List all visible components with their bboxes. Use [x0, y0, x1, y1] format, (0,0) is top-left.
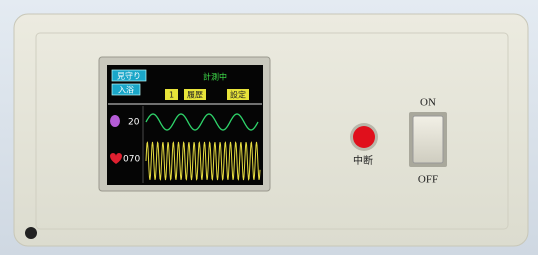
heart-rate-value: 070	[123, 155, 140, 165]
photo: 見守り 入浴 計測中 1 履歴 設定 20 070 中断 ON OFF	[0, 0, 538, 255]
lung-icon	[110, 115, 120, 127]
switch-on-label: ON	[420, 97, 436, 109]
device-case	[14, 14, 528, 246]
mode-button-label: 見守り	[117, 71, 141, 81]
tab-label: 設定	[230, 90, 246, 100]
switch-off-label: OFF	[418, 174, 438, 186]
power-switch[interactable]	[413, 116, 443, 163]
stop-button-label: 中断	[353, 154, 373, 167]
tab-label: 履歴	[187, 91, 203, 100]
stop-button[interactable]	[353, 126, 375, 148]
tab-label: 1	[169, 91, 174, 100]
respiration-value: 20	[128, 118, 140, 128]
indicator-hole	[25, 227, 37, 239]
status-text: 計測中	[203, 72, 227, 82]
bath-button-label: 入浴	[118, 85, 134, 95]
